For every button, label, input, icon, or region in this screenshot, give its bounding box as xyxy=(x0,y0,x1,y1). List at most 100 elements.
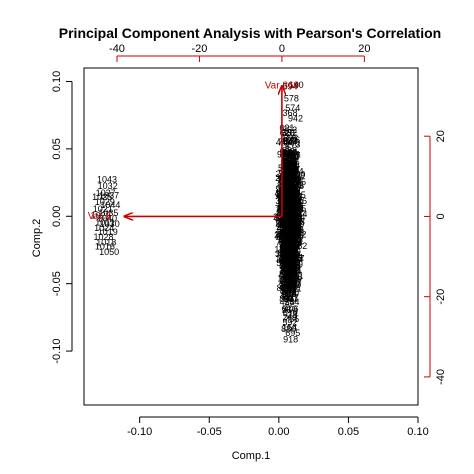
observation-point: 713 xyxy=(276,238,291,248)
observation-point: 677 xyxy=(278,203,293,213)
observation-point: 92 xyxy=(285,178,295,188)
observation-point: 156 xyxy=(287,226,302,236)
observation-point: 509 xyxy=(279,272,294,282)
observation-point: 971 xyxy=(282,245,297,255)
observation-point: 728 xyxy=(287,192,302,202)
observation-point: 285 xyxy=(280,275,295,285)
observation-point: 536 xyxy=(287,216,302,226)
observation-point: 105 xyxy=(278,190,293,200)
observation-point: 901 xyxy=(280,250,295,260)
observation-point: 384 xyxy=(280,239,295,249)
right-tick-label: 20 xyxy=(435,130,447,142)
observation-point: 5 xyxy=(293,190,298,200)
observation-point: 971 xyxy=(277,174,292,184)
observation-point: 72 xyxy=(285,151,295,161)
observation-point: 719 xyxy=(284,238,299,248)
observation-point: 333 xyxy=(282,230,297,240)
observation-point: 214 xyxy=(286,222,301,232)
observation-point: 739 xyxy=(279,239,294,249)
observation-point: 601 xyxy=(280,252,295,262)
observation-point: 371 xyxy=(284,235,299,245)
observation-point: 522 xyxy=(280,194,295,204)
observation-point: 100 xyxy=(281,262,296,272)
observation-point: 654 xyxy=(280,197,295,207)
observation-point: 84 xyxy=(280,165,290,175)
observation-point: 921 xyxy=(279,171,294,181)
observation-point: 187 xyxy=(280,285,295,295)
observation-point: 967 xyxy=(283,294,298,304)
observation-point: 898 xyxy=(280,283,295,293)
observation-point: 270 xyxy=(279,254,294,264)
observation-point: 173 xyxy=(282,210,297,220)
observation-point: 753 xyxy=(281,186,296,196)
observation-point: 700 xyxy=(290,169,305,179)
observation-point: 872 xyxy=(282,222,297,232)
observation-point: 937 xyxy=(284,222,299,232)
observation-point: 828 xyxy=(289,225,304,235)
observation-point: 621 xyxy=(279,123,294,133)
observation-point: 289 xyxy=(281,162,296,172)
observation-point: 930 xyxy=(281,270,296,280)
observation-point: 543 xyxy=(277,220,292,230)
observation-point: 911 xyxy=(280,254,294,264)
observation-point: 35 xyxy=(286,241,296,251)
observation-point: 41 xyxy=(287,218,297,228)
observation-point: 113 xyxy=(284,166,298,176)
observation-point: 23 xyxy=(289,220,299,230)
observation-point: 643 xyxy=(282,155,297,165)
observation-point: 753 xyxy=(275,215,290,225)
observation-point: 323 xyxy=(287,221,302,231)
observation-point: 300 xyxy=(285,241,300,251)
observation-point: 787 xyxy=(276,189,291,199)
observation-point: 2 xyxy=(282,233,287,243)
observation-point: 727 xyxy=(280,262,295,272)
observation-point: 248 xyxy=(283,203,298,213)
observation-point: 910 xyxy=(280,232,295,242)
observation-point: 11 xyxy=(280,201,289,211)
observation-point: 13 xyxy=(286,250,296,260)
observation-point: 250 xyxy=(280,162,295,172)
observation-point: 835 xyxy=(283,217,298,227)
observation-point: 480 xyxy=(285,224,300,234)
observation-point: 625 xyxy=(283,226,298,236)
observation-point: 816 xyxy=(280,185,295,195)
observation-point: 124 xyxy=(289,166,304,176)
x-tick-label: 0.10 xyxy=(407,426,428,438)
observation-point: 154 xyxy=(282,323,297,333)
observation-point: 982 xyxy=(291,229,306,239)
observation-point: 86 xyxy=(284,190,294,200)
observation-point: 905 xyxy=(282,157,297,167)
observation-label: 1011 xyxy=(95,217,114,227)
observation-point: 678 xyxy=(283,237,298,247)
observation-point: 327 xyxy=(275,229,290,239)
observation-point: 69 xyxy=(281,194,291,204)
observation-point: 587 xyxy=(281,158,296,168)
variable-arrows: Var 369 Var 8 xyxy=(88,81,300,222)
observation-point: 286 xyxy=(275,212,290,222)
observation-label: 880 xyxy=(281,324,296,334)
observation-point: 196 xyxy=(286,261,301,271)
observation-point: 842 xyxy=(280,234,295,244)
observation-point: 886 xyxy=(281,287,296,297)
observation-point: 982 xyxy=(280,265,295,275)
observation-label: 1043 xyxy=(97,174,117,184)
observation-point: 405 xyxy=(283,196,298,206)
observation-point: 557 xyxy=(279,188,294,198)
observation-point: 275 xyxy=(276,222,291,232)
observation-point: 938 xyxy=(280,228,295,238)
observation-point: 74 xyxy=(285,228,295,238)
observation-point: 624 xyxy=(281,171,296,181)
observation-point: 612 xyxy=(279,172,294,182)
observation-point: 113 xyxy=(282,166,296,176)
observation-point: 500 xyxy=(286,223,301,233)
observation-point: 118 xyxy=(283,228,297,238)
observation-point: 919 xyxy=(284,273,299,283)
observation-point: 375 xyxy=(283,213,298,223)
observation-point: 622 xyxy=(284,237,299,247)
observation-point: 677 xyxy=(284,176,299,186)
observation-point: 794 xyxy=(286,170,301,180)
observation-point: 715 xyxy=(283,245,298,255)
observation-point: 367 xyxy=(282,166,297,176)
observation-point: 96 xyxy=(281,305,291,315)
observation-point: 762 xyxy=(282,125,297,135)
